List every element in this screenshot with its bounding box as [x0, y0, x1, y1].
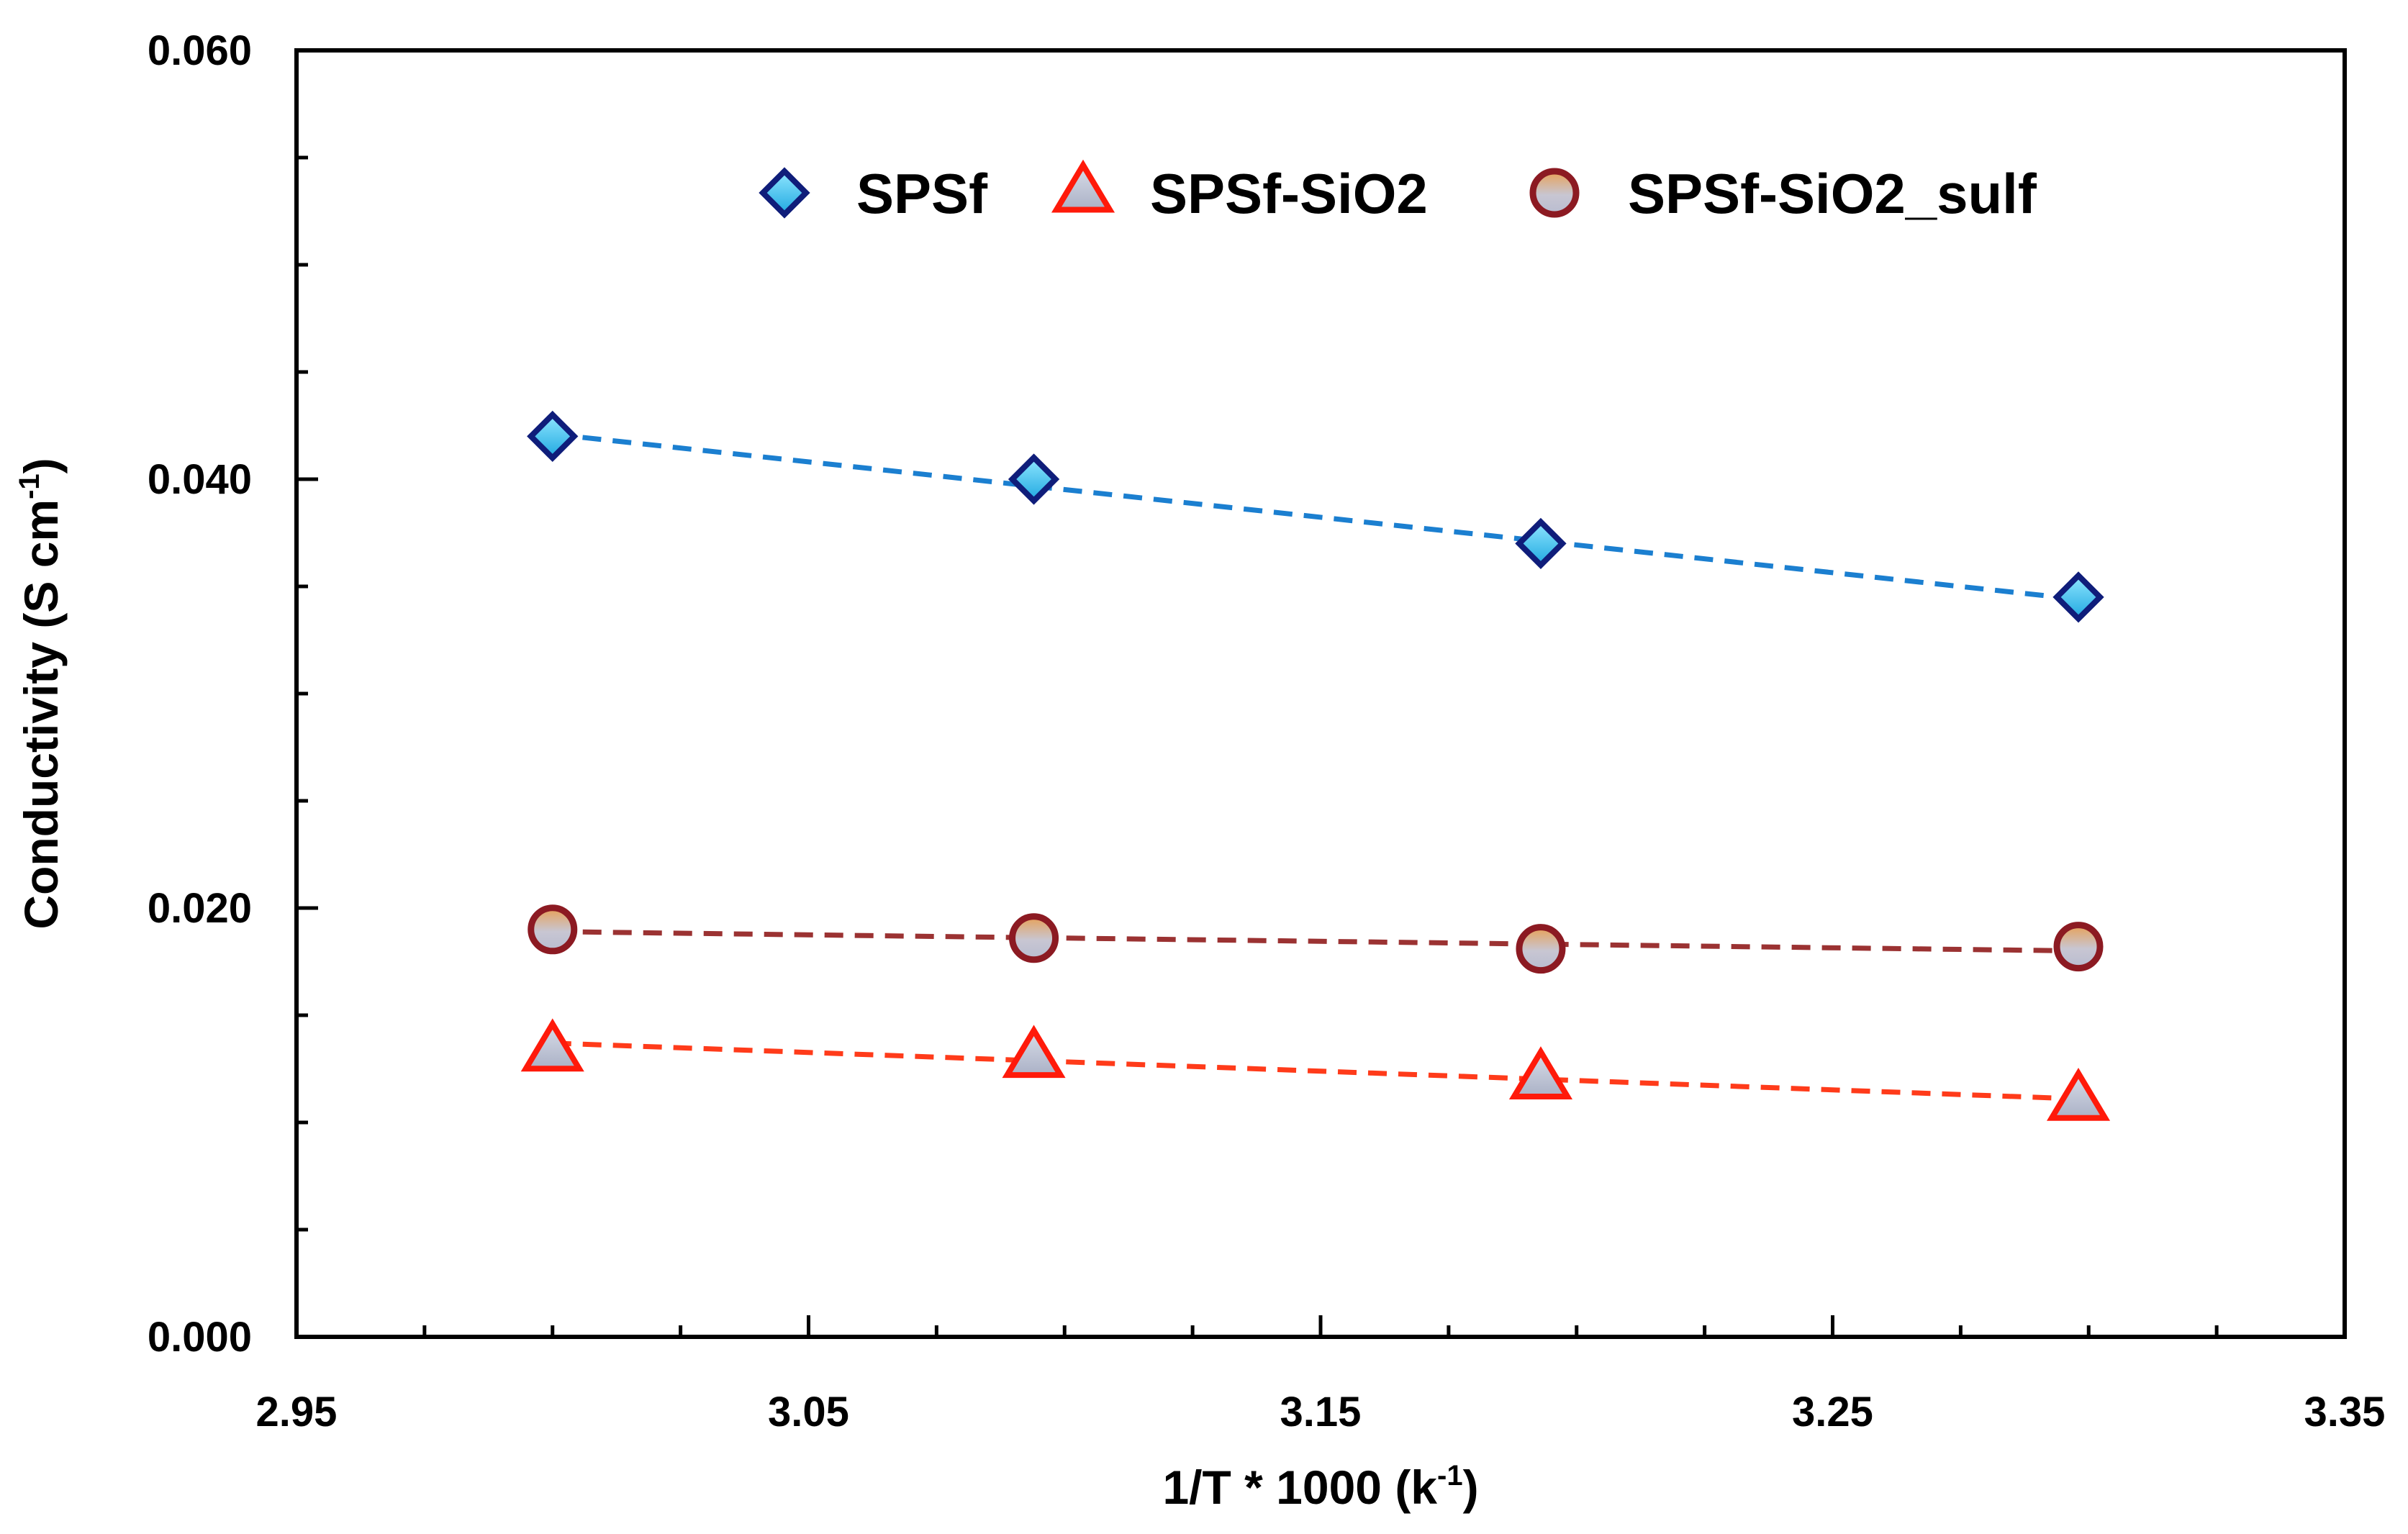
x-axis-title: 1/T * 1000 (k-1) — [1162, 1460, 1478, 1514]
data-point-spsf — [1515, 517, 1567, 570]
y-tick-label: 0.020 — [148, 885, 252, 932]
data-point-spsf-sio2-sulf — [2053, 922, 2104, 972]
x-tick-label: 3.25 — [1792, 1389, 1873, 1435]
data-point-spsf-sio2-sulf — [1516, 924, 1566, 974]
data-point-spsf — [1008, 453, 1060, 505]
legend-label-spsf-sio2: SPSf-SiO2 — [1150, 162, 1428, 225]
y-axis-tick-labels: 0.000 0.020 0.040 0.060 — [148, 27, 252, 1361]
trendlines — [552, 431, 2079, 1102]
x-axis-ticks — [422, 1315, 2219, 1337]
data-markers — [520, 410, 2111, 1121]
y-tick-label: 0.040 — [148, 456, 252, 503]
data-point-spsf-sio2 — [1508, 1046, 1572, 1099]
data-point-spsf-sio2-sulf — [1009, 913, 1059, 963]
legend-marker-spsf — [759, 167, 810, 219]
data-point-spsf — [527, 410, 579, 463]
data-point-spsf-sio2 — [520, 1018, 584, 1072]
y-axis-title: Conductivity (S cm-1) — [14, 458, 68, 929]
data-point-spsf — [2052, 571, 2104, 623]
data-point-spsf-sio2 — [1002, 1025, 1066, 1079]
trendline-spsf-sio2-sulf — [552, 929, 2079, 954]
plot-frame — [294, 48, 2347, 1339]
x-tick-label: 3.35 — [2304, 1389, 2386, 1435]
data-point-spsf-sio2 — [2046, 1067, 2111, 1121]
trendline-spsf — [552, 431, 2079, 602]
y-tick-label: 0.000 — [148, 1314, 252, 1361]
legend: SPSf SPSf-SiO2 SPSf-SiO2_sulf — [759, 159, 2037, 225]
legend-label-spsf-sio2-sulf: SPSf-SiO2_sulf — [1628, 162, 2037, 225]
legend-marker-spsf-sio2-sulf — [1529, 168, 1580, 218]
trendline-spsf-sio2 — [552, 1040, 2079, 1102]
legend-marker-spsf-sio2 — [1051, 159, 1115, 213]
x-axis-tick-labels: 2.95 3.05 3.15 3.25 3.35 — [256, 1389, 2386, 1435]
y-tick-label: 0.060 — [148, 27, 252, 74]
x-tick-label: 2.95 — [256, 1389, 338, 1435]
data-point-spsf-sio2-sulf — [528, 904, 578, 955]
y-axis-ticks — [297, 155, 318, 1232]
x-tick-label: 3.15 — [1280, 1389, 1362, 1435]
legend-label-spsf: SPSf — [856, 162, 988, 225]
x-tick-label: 3.05 — [768, 1389, 849, 1435]
